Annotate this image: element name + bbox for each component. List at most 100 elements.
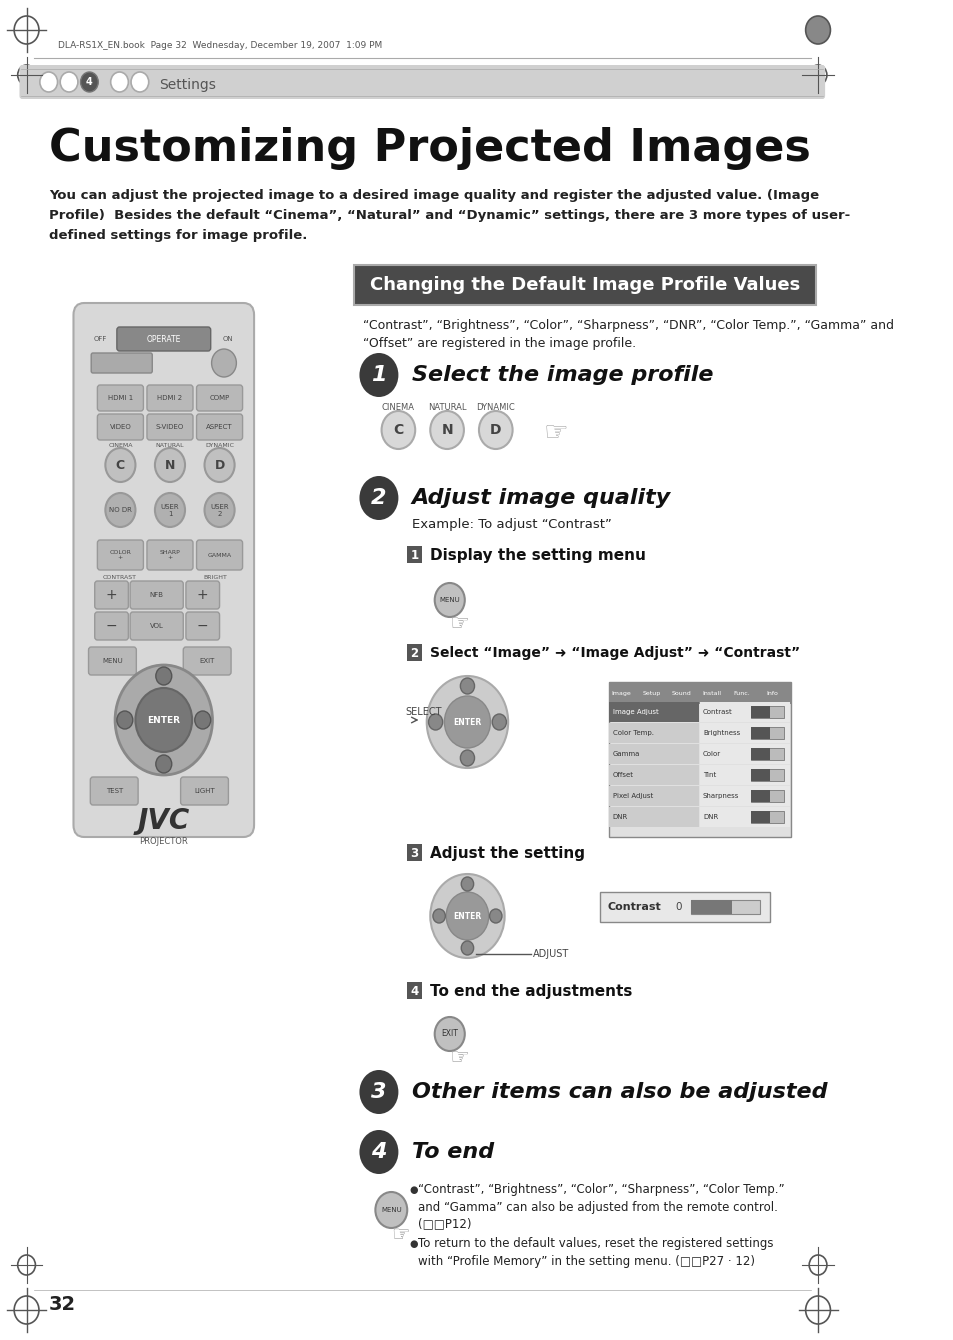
- Text: DYNAMIC: DYNAMIC: [205, 442, 233, 448]
- Text: ASPECT: ASPECT: [206, 423, 233, 430]
- Text: To end: To end: [412, 1142, 494, 1162]
- Text: ☞: ☞: [448, 1048, 468, 1068]
- Text: Display the setting menu: Display the setting menu: [430, 548, 645, 563]
- FancyBboxPatch shape: [91, 777, 138, 805]
- FancyBboxPatch shape: [750, 706, 769, 718]
- Text: 4: 4: [86, 76, 92, 87]
- Text: N: N: [441, 423, 453, 437]
- Circle shape: [212, 348, 236, 377]
- FancyBboxPatch shape: [407, 545, 422, 563]
- Text: Install: Install: [701, 690, 720, 695]
- Text: EXIT: EXIT: [441, 1029, 457, 1039]
- Circle shape: [435, 1017, 464, 1051]
- FancyBboxPatch shape: [691, 900, 731, 914]
- Circle shape: [131, 72, 149, 92]
- Text: Gamma: Gamma: [612, 750, 639, 757]
- FancyBboxPatch shape: [750, 748, 769, 760]
- FancyBboxPatch shape: [147, 385, 193, 411]
- FancyBboxPatch shape: [97, 540, 143, 569]
- Circle shape: [60, 72, 78, 92]
- Circle shape: [40, 72, 57, 92]
- FancyBboxPatch shape: [599, 892, 769, 922]
- Text: OFF: OFF: [93, 336, 107, 342]
- FancyBboxPatch shape: [147, 414, 193, 440]
- Text: (□□P12): (□□P12): [417, 1218, 471, 1230]
- Circle shape: [489, 909, 501, 923]
- FancyBboxPatch shape: [750, 811, 769, 823]
- Text: 32: 32: [49, 1296, 75, 1315]
- Text: −: −: [196, 619, 209, 632]
- Text: OPERATE: OPERATE: [147, 335, 181, 343]
- Circle shape: [460, 678, 474, 694]
- Text: Example: To adjust “Contrast”: Example: To adjust “Contrast”: [412, 517, 611, 531]
- Text: +: +: [196, 588, 209, 602]
- Text: Setup: Setup: [641, 690, 660, 695]
- Text: DYNAMIC: DYNAMIC: [476, 402, 515, 411]
- FancyBboxPatch shape: [19, 66, 824, 99]
- FancyBboxPatch shape: [91, 352, 152, 373]
- Circle shape: [155, 667, 172, 685]
- Text: +: +: [106, 588, 117, 602]
- FancyBboxPatch shape: [750, 791, 769, 803]
- FancyBboxPatch shape: [196, 414, 242, 440]
- FancyBboxPatch shape: [196, 385, 242, 411]
- Text: COMP: COMP: [210, 395, 230, 401]
- Text: 3: 3: [371, 1081, 386, 1101]
- FancyBboxPatch shape: [608, 724, 699, 742]
- Circle shape: [359, 1071, 398, 1114]
- Circle shape: [204, 448, 234, 482]
- Text: Sound: Sound: [671, 690, 691, 695]
- Text: EXIT: EXIT: [199, 658, 214, 665]
- FancyBboxPatch shape: [700, 787, 789, 805]
- Text: DNR: DNR: [612, 813, 627, 820]
- Text: Brightness: Brightness: [702, 730, 740, 736]
- Text: LIGHT: LIGHT: [193, 788, 214, 795]
- Text: Offset: Offset: [612, 772, 633, 779]
- Text: 1: 1: [371, 364, 386, 385]
- Circle shape: [204, 493, 234, 527]
- Text: SHARP
+: SHARP +: [159, 549, 180, 560]
- FancyBboxPatch shape: [700, 724, 789, 742]
- Circle shape: [430, 874, 504, 958]
- FancyBboxPatch shape: [196, 540, 242, 569]
- Text: HDMI 1: HDMI 1: [108, 395, 132, 401]
- Text: 3: 3: [410, 847, 418, 859]
- FancyBboxPatch shape: [691, 900, 760, 914]
- Circle shape: [804, 16, 829, 44]
- Circle shape: [375, 1193, 407, 1227]
- Text: C: C: [393, 423, 403, 437]
- Text: VIDEO: VIDEO: [110, 423, 132, 430]
- FancyBboxPatch shape: [73, 303, 253, 838]
- Circle shape: [359, 352, 398, 397]
- Text: ADJUST: ADJUST: [533, 949, 569, 959]
- Text: MENU: MENU: [380, 1207, 401, 1213]
- Circle shape: [444, 695, 490, 748]
- Text: DNR: DNR: [702, 813, 718, 820]
- Text: and “Gamma” can also be adjusted from the remote control.: and “Gamma” can also be adjusted from th…: [417, 1201, 777, 1214]
- Text: Adjust the setting: Adjust the setting: [430, 846, 584, 860]
- Text: JVC: JVC: [137, 807, 190, 835]
- Text: “Contrast”, “Brightness”, “Color”, “Sharpness”, “Color Temp.”: “Contrast”, “Brightness”, “Color”, “Shar…: [417, 1183, 783, 1197]
- Text: Select “Image” ➜ “Image Adjust” ➜ “Contrast”: Select “Image” ➜ “Image Adjust” ➜ “Contr…: [430, 646, 800, 661]
- Text: 2: 2: [371, 488, 386, 508]
- Text: NO DR: NO DR: [109, 507, 132, 513]
- Text: Info: Info: [765, 690, 777, 695]
- Text: ☞: ☞: [391, 1225, 409, 1245]
- FancyBboxPatch shape: [94, 612, 129, 641]
- Text: Other items can also be adjusted: Other items can also be adjusted: [412, 1081, 826, 1101]
- FancyBboxPatch shape: [700, 807, 789, 827]
- FancyBboxPatch shape: [608, 807, 699, 827]
- FancyBboxPatch shape: [89, 647, 136, 675]
- Circle shape: [359, 1130, 398, 1174]
- FancyBboxPatch shape: [608, 744, 699, 764]
- FancyBboxPatch shape: [700, 744, 789, 764]
- Circle shape: [359, 476, 398, 520]
- Text: PROJECTOR: PROJECTOR: [139, 836, 188, 846]
- Text: Pixel Adjust: Pixel Adjust: [612, 793, 652, 799]
- FancyBboxPatch shape: [750, 728, 769, 738]
- Text: MENU: MENU: [439, 598, 459, 603]
- Text: Adjust image quality: Adjust image quality: [412, 488, 670, 508]
- Text: BRIGHT: BRIGHT: [203, 575, 227, 580]
- Text: ●: ●: [409, 1185, 417, 1195]
- FancyBboxPatch shape: [608, 702, 699, 722]
